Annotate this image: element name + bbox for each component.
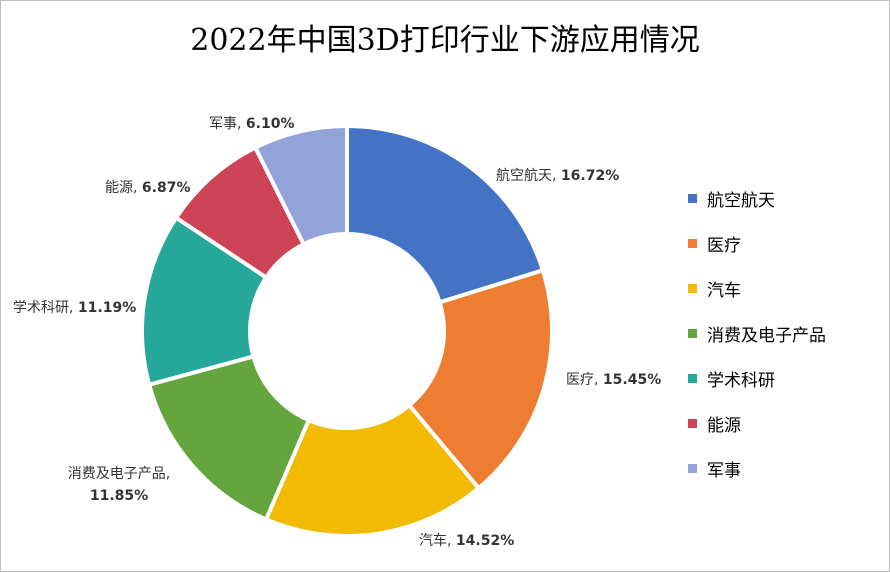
legend-item-6: 能源 (688, 401, 826, 446)
legend-swatch (688, 239, 697, 248)
legend: 航空航天医疗汽车消费及电子产品 学术科研能源军事 (688, 176, 826, 491)
data-label-2: 医疗, 15.45% (566, 372, 661, 388)
data-label-3: 汽车, 14.52% (419, 532, 514, 549)
legend-item-1: 航空航天 (688, 176, 826, 221)
legend-item-3: 汽车 (688, 266, 826, 311)
data-label-5: 学术科研, 11.19% (13, 300, 136, 316)
data-label-1: 航空航天, 16.72% (496, 168, 619, 184)
legend-label: 航空航天 (707, 191, 775, 211)
legend-label: 学术科研 (707, 371, 775, 391)
legend-swatch (688, 419, 697, 428)
donut-slice-7 (252, 123, 349, 247)
legend-swatch (688, 194, 697, 203)
donut-slice-3 (263, 402, 482, 538)
legend-item-5: 学术科研 (688, 356, 826, 401)
legend-label: 消费及电子产品 (707, 326, 826, 346)
data-label-4: 消费及电子产品, 11.85% (68, 466, 170, 504)
donut-slice-1 (345, 123, 546, 305)
donut-slice-2 (406, 267, 554, 491)
donut-slice-4 (146, 353, 312, 522)
legend-item-2: 医疗 (688, 221, 826, 266)
legend-swatch (688, 374, 697, 383)
data-label-6: 能源, 6.87% (105, 180, 190, 196)
legend-label: 能源 (707, 416, 741, 436)
legend-item-4: 消费及电子产品 (688, 311, 826, 356)
legend-label: 医疗 (707, 236, 741, 256)
chart-title: 2022年中国3D打印行业下游应用情况 (190, 23, 700, 58)
legend-swatch (688, 464, 697, 473)
data-label-7: 军事, 6.10% (209, 116, 294, 132)
legend-label: 军事 (707, 461, 741, 481)
legend-item-7: 军事 (688, 446, 826, 491)
legend-swatch (688, 329, 697, 338)
legend-label: 汽车 (707, 281, 741, 301)
legend-swatch (688, 284, 697, 293)
